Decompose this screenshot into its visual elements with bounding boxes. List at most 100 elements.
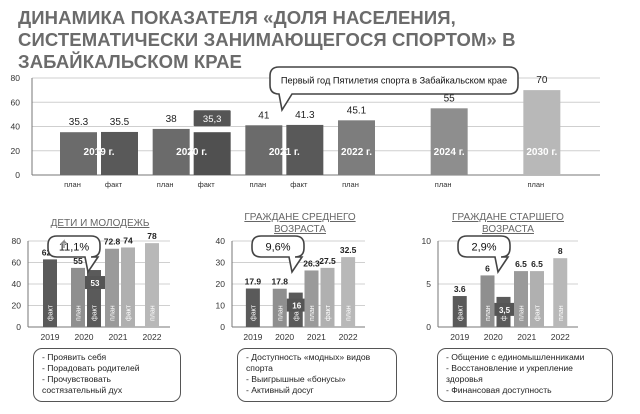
main-y-tick-label: 40 [11,122,21,132]
youth-x-label: 2021 [109,332,128,342]
youth-bar [71,267,85,327]
main-year-label: 2030 г. [526,147,557,158]
middle-bar-value-label: 17.9 [245,277,262,287]
youth-bar-value-label: 78 [147,231,157,241]
senior-x-label: 2020 [484,332,503,342]
main-year-label: 2020 г. [176,147,207,158]
youth-bar-kind-label: план [76,305,83,321]
main-callout-text: Первый год Пятилетия спорта в Забайкальс… [281,76,507,86]
main-bar-value-label: 45.1 [347,105,367,116]
middle-bar-kind-label: план [309,305,316,321]
senior-motivation-item: - Общение с единомышленниками [446,352,585,362]
youth-callout-arrow-icon [60,239,68,248]
youth-y-tick-label: 0 [16,322,21,332]
senior-bar [452,296,467,327]
youth-bar [105,248,119,327]
middle-bar-kind-label: факт [325,304,332,321]
main-bar-value-label: 38 [166,114,178,125]
middle-bar-value-label: 26.3 [303,258,320,268]
senior-callout-bubble [457,235,511,275]
senior-title-line: ВОЗРАСТА [482,224,534,235]
main-bar-value-label: 70 [536,75,548,86]
middle-title-line: ВОЗРАСТА [274,224,326,235]
youth-bar-value-label: 74 [123,235,133,245]
senior-x-label: 2019 [450,332,469,342]
middle-motivation-item: - Выигрышные «бонусы» [246,374,346,384]
youth-bar-value-box [85,276,105,290]
main-year-label: 2021 г. [269,147,300,158]
middle-bar-value-label: 16 [292,302,301,311]
senior-bar [480,275,495,327]
main-bar-kind-label: план [64,180,81,189]
middle-motivation-item: спорта [246,363,273,373]
youth-y-tick-label: 40 [12,279,22,289]
senior-bar-kind-label: план [519,305,526,321]
senior-y-tick-label: 0 [426,322,431,332]
senior-bar-value-label: 8 [558,246,563,256]
senior-bar-value-label: 6.5 [515,259,527,269]
main-bar-value-label: 35.5 [110,117,130,128]
main-bar-value-box [193,110,231,127]
middle-bar-kind-label: факт [293,304,300,321]
main-bar-kind-label: план [249,180,266,189]
youth-motivation-item: состязательный дух [42,385,123,395]
main-bar [523,90,561,175]
middle-motivation-item: - Доступность «модных» видов [246,352,371,362]
senior-motivation-item: здоровья [446,374,483,384]
middle-y-tick-label: 0 [220,322,225,332]
senior-x-label: 2022 [551,332,570,342]
main-bar-kind-label: план [157,180,174,189]
main-bar-kind-label: план [342,180,359,189]
middle-bar [341,257,356,327]
middle-x-label: 2021 [307,332,326,342]
senior-bar-kind-label: факт [457,304,464,321]
main-bar-kind-label: факт [198,180,216,189]
senior-bar-kind-label: план [558,305,565,321]
senior-motivation-item: - Финансовая доступность [446,385,552,395]
senior-bar-value-label: 3,5 [499,306,511,315]
youth-y-tick-label: 80 [12,236,22,246]
main-bar [193,132,231,175]
main-bar [60,132,97,175]
middle-bar [245,288,260,327]
main-bar-value-label: 35.3 [69,117,89,128]
middle-callout-text: 9,6% [265,241,290,253]
youth-bar-kind-label: факт [48,304,55,321]
main-y-tick-label: 0 [15,170,20,180]
youth-y-tick-label: 60 [12,258,22,268]
youth-motivation-item: - Проявить себя [42,352,107,362]
main-bar-kind-label: факт [290,180,308,189]
middle-bar-value-box [286,298,307,312]
middle-callout-bubble [251,235,305,275]
main-callout-bubble [269,66,519,113]
youth-bar-value-label: 53 [91,279,100,288]
senior-bar-value-label: 6.5 [531,259,543,269]
main-y-tick-label: 80 [11,73,21,83]
youth-title: ДЕТИ И МОЛОДЕЖЬ [51,218,150,229]
main-bar-kind-label: факт [105,180,123,189]
main-bar-value-label: 55 [444,93,456,104]
youth-x-label: 2022 [143,332,162,342]
main-bar-value-label: 41 [258,110,270,121]
main-bar [338,120,375,175]
middle-bar [304,270,319,327]
middle-x-label: 2019 [243,332,262,342]
main-bar-kind-label: план [435,180,452,189]
middle-bar-value-label: 27.5 [319,256,336,266]
youth-y-tick-label: 20 [12,301,22,311]
youth-x-label: 2019 [41,332,60,342]
senior-y-tick-label: 10 [422,236,432,246]
main-year-label: 2022 г. [341,147,372,158]
main-bar [245,125,283,175]
middle-title-line: ГРАЖДАНЕ СРЕДНЕГО [244,212,356,223]
middle-x-label: 2020 [275,332,294,342]
youth-motivation-item: - Порадовать родителей [42,363,140,373]
youth-motivation-item: - Прочувствовать [42,374,111,384]
youth-bar-value-label: 72.8 [104,237,121,247]
main-y-tick-label: 20 [11,146,21,156]
youth-bar [43,259,57,327]
youth-x-label: 2020 [75,332,94,342]
senior-title-line: ГРАЖДАНЕ СТАРШЕГО [452,212,564,223]
youth-bar-kind-label: факт [92,304,99,321]
